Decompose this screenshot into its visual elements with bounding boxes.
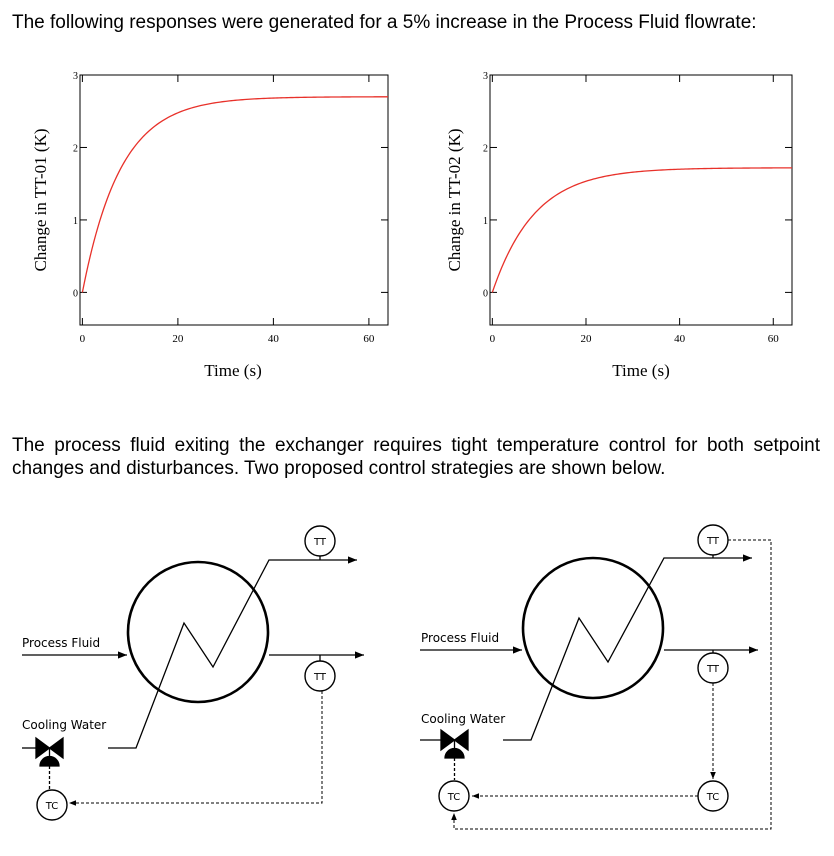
- tc-left-controller: [438, 780, 470, 812]
- tt-mid-instrument: [304, 660, 336, 692]
- x-tick-label: 20: [172, 333, 184, 345]
- x-tick-label: 0: [80, 333, 86, 345]
- y-tick-label: 0: [73, 288, 78, 299]
- series-line: [491, 167, 792, 293]
- intro-paragraph: The following responses were generated f…: [12, 12, 757, 33]
- tt-top-instrument: [304, 525, 336, 557]
- tt-top-label: TT: [313, 537, 327, 548]
- y-axis-label: Change in TT-01 (K): [31, 128, 50, 271]
- y-tick-label: 2: [73, 143, 78, 154]
- y-tick-label: 0: [483, 288, 488, 299]
- x-axis-label: Time (s): [204, 361, 261, 380]
- chart-tt01: 0 20 40 60 0 1 2 3 Change in TT-01 (K) Time (s): [31, 71, 389, 380]
- x-tick-label: 40: [674, 333, 686, 345]
- cooling-water-line: [503, 554, 752, 741]
- cooling-water-label: Cooling Water: [22, 718, 106, 732]
- chart-ticks: 0 20 40 60 0 1 2 3: [73, 71, 388, 345]
- chart-series-group: [81, 96, 389, 293]
- signal-line-tt-top-loop: [451, 539, 772, 830]
- heat-exchanger-shell: [521, 556, 665, 700]
- strategy-paragraph: The process fluid exiting the exchanger …: [12, 435, 820, 479]
- x-tick-label: 40: [268, 333, 280, 345]
- x-tick-label: 60: [363, 333, 375, 345]
- chart-frame: [79, 74, 389, 326]
- process-fluid-label: Process Fluid: [22, 636, 100, 650]
- cooling-water-label: Cooling Water: [421, 712, 505, 726]
- y-tick-label: 2: [483, 143, 488, 154]
- chart-series-group: [491, 167, 792, 293]
- tc-controller: [36, 789, 68, 821]
- tt-mid-label: TT: [313, 672, 327, 683]
- x-tick-label: 60: [768, 333, 780, 345]
- control-strategy-2: [420, 524, 772, 830]
- y-tick-label: 1: [73, 216, 78, 227]
- y-tick-label: 3: [483, 71, 488, 82]
- tt-top-label: TT: [706, 536, 720, 547]
- y-axis-label: Change in TT-02 (K): [445, 128, 464, 271]
- chart-tt02: 0 20 40 60 0 1 2 3 Change in TT-02 (K) Time (s): [445, 71, 793, 380]
- control-valve-icon: [440, 728, 469, 780]
- series-line: [81, 96, 389, 293]
- chart-ticks: 0 20 40 60 0 1 2 3: [483, 71, 792, 345]
- tc-left-label: TC: [447, 792, 461, 803]
- y-tick-label: 1: [483, 216, 488, 227]
- chart-frame: [489, 74, 793, 326]
- tc-label: TC: [45, 801, 59, 812]
- cooling-water-line: [108, 556, 357, 749]
- tc-right-label: TC: [706, 792, 720, 803]
- control-valve-icon: [35, 736, 64, 790]
- tt-mid-label: TT: [706, 664, 720, 675]
- control-strategy-1: [22, 525, 364, 821]
- process-fluid-label: Process Fluid: [421, 631, 499, 645]
- y-tick-label: 3: [73, 71, 78, 82]
- heat-exchanger-shell: [126, 560, 270, 704]
- x-tick-label: 0: [490, 333, 496, 345]
- x-axis-label: Time (s): [612, 361, 669, 380]
- signal-line-tt-to-tc: [69, 691, 323, 806]
- x-tick-label: 20: [580, 333, 592, 345]
